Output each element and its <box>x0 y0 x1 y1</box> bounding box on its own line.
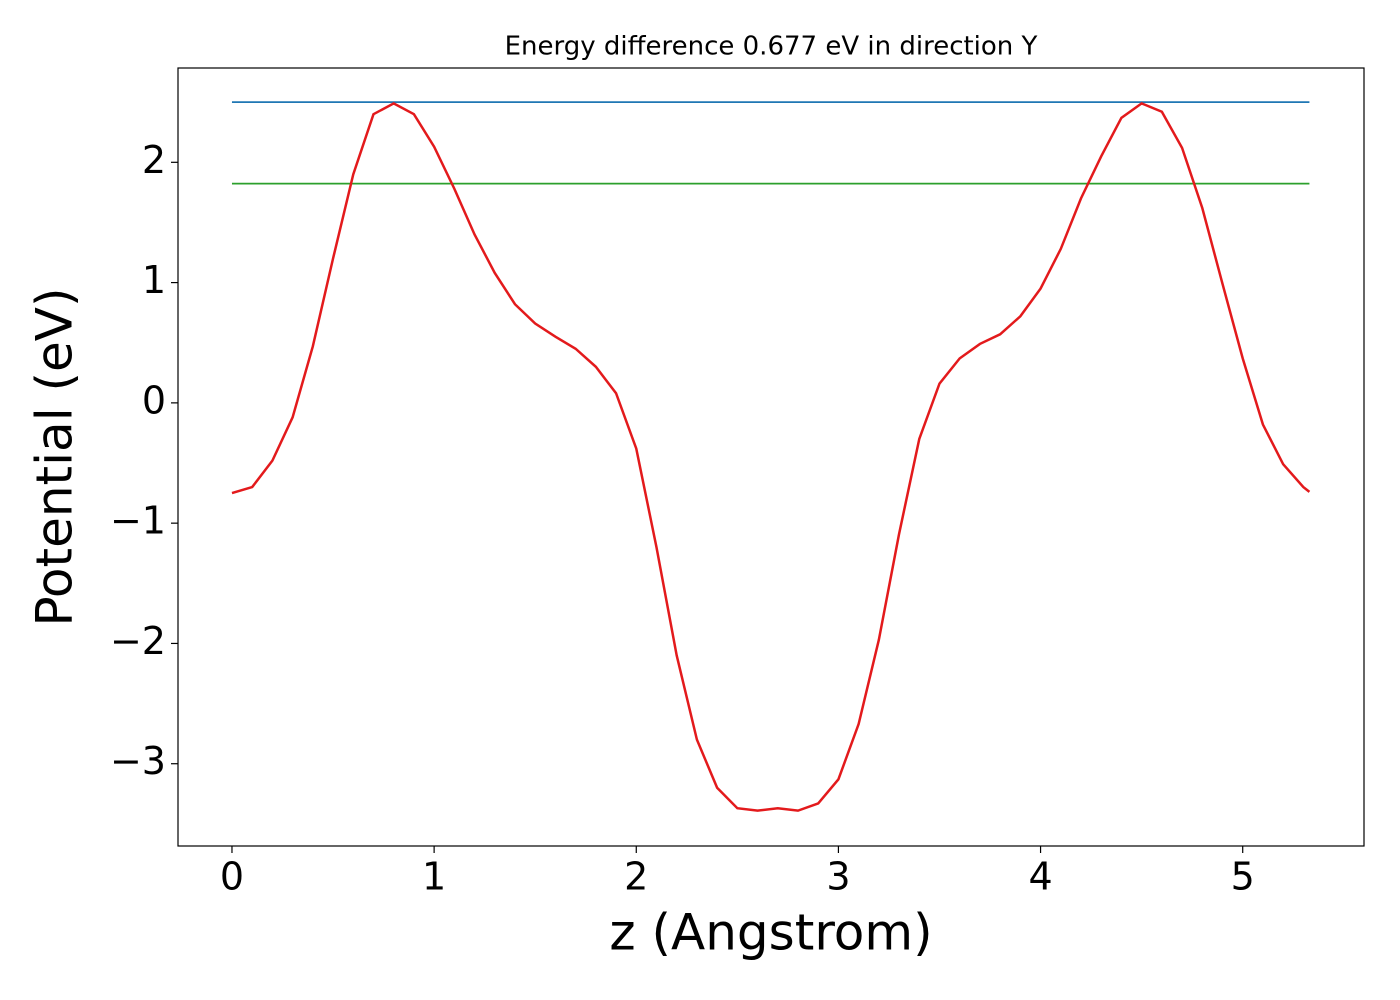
y-tick-label: 1 <box>142 258 166 302</box>
x-axis-label: z (Angstrom) <box>609 904 932 962</box>
x-tick-label: 1 <box>422 855 446 899</box>
x-tick-label: 4 <box>1028 855 1052 899</box>
y-tick-label: 0 <box>142 378 166 422</box>
chart-title: Energy difference 0.677 eV in direction … <box>505 32 1038 62</box>
y-axis-label: Potential (eV) <box>26 288 84 627</box>
y-tick-label: 2 <box>142 138 166 182</box>
plot-frame <box>177 67 1365 847</box>
line-series <box>231 101 1311 812</box>
y-tick-label: −3 <box>110 739 166 783</box>
y-tick-label: −2 <box>110 619 166 663</box>
y-tick-label: −1 <box>110 499 166 543</box>
x-tick-label: 5 <box>1231 855 1255 899</box>
x-tick-label: 3 <box>826 855 850 899</box>
x-tick-label: 2 <box>624 855 648 899</box>
x-tick-label: 0 <box>220 855 244 899</box>
